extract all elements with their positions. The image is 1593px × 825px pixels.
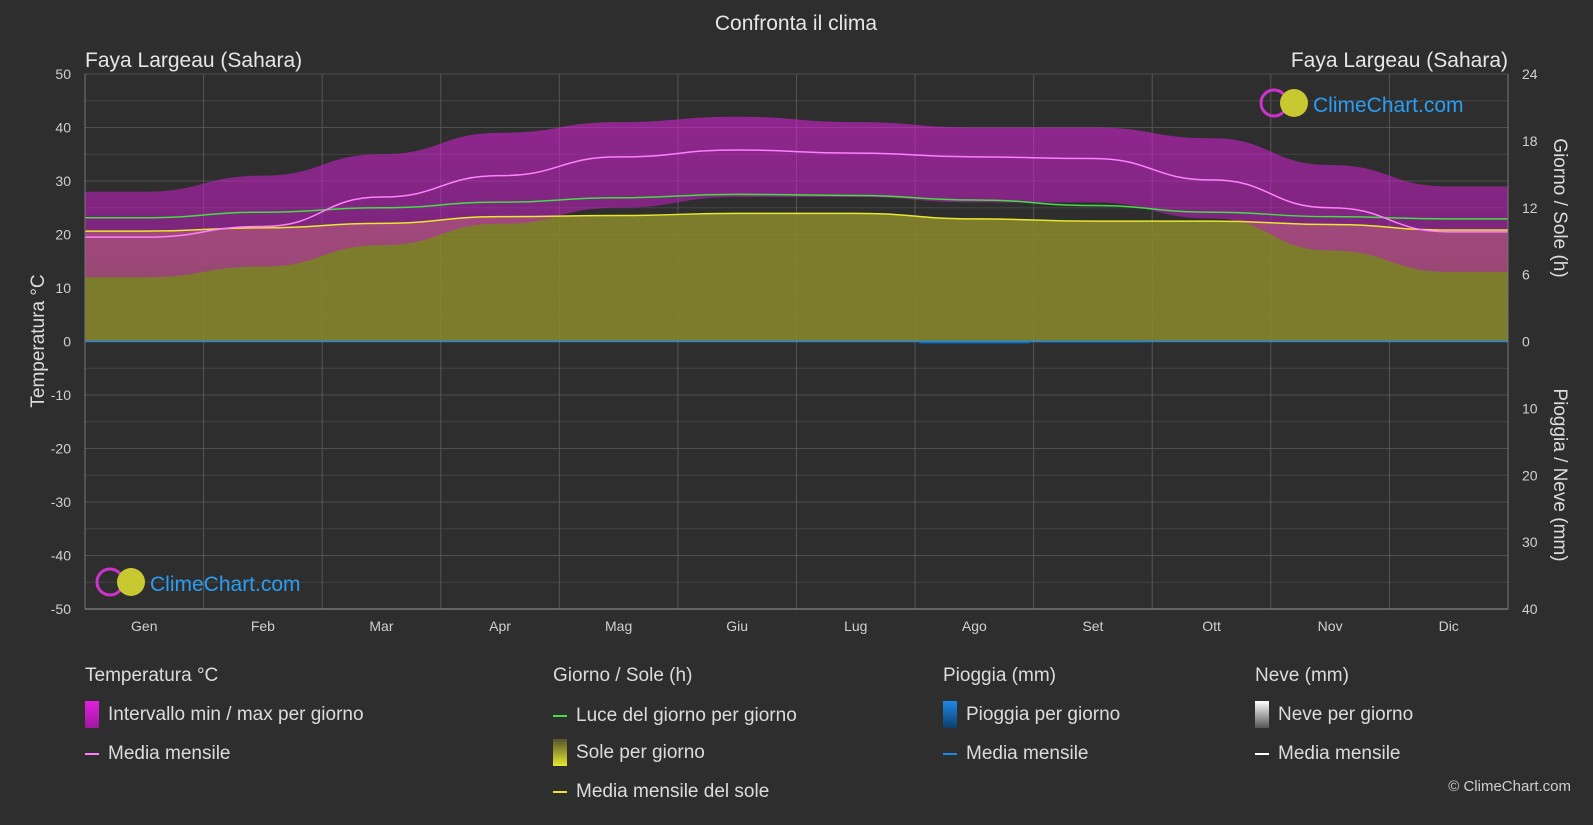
x-tick-month: Feb — [251, 618, 275, 634]
y-tick-left: 10 — [55, 280, 71, 296]
y-tick-right-mm: 40 — [1522, 601, 1538, 617]
y-tick-left: -50 — [51, 601, 71, 617]
brand-logo-bottom[interactable]: ClimeChart.com — [95, 567, 301, 597]
y-tick-right-hours: 24 — [1522, 66, 1538, 82]
sunshine-swatch-icon — [553, 739, 567, 766]
x-tick-month: Mar — [369, 618, 393, 634]
data-series — [85, 116, 1508, 345]
y-tick-right-hours: 0 — [1522, 334, 1530, 350]
y-axis-right-top-label: Giorno / Sole (h) — [1549, 138, 1570, 277]
legend-sunshine-mean: Media mensile del sole — [553, 781, 769, 803]
chart-title: Confronta il clima — [715, 12, 878, 35]
temp-mean-line — [85, 149, 1508, 238]
legend-snow-header: Neve (mm) — [1255, 665, 1349, 686]
rain-swatch-icon — [943, 701, 957, 728]
logo-sun-icon — [117, 568, 145, 596]
y-axis-left-label: Temperatura °C — [28, 274, 49, 407]
snow-swatch-icon — [1255, 701, 1269, 728]
sunshine-mean-swatch-icon — [553, 791, 567, 793]
y-axis-right-bottom-label: Pioggia / Neve (mm) — [1549, 388, 1570, 561]
legend-rain-mean-label: Media mensile — [966, 743, 1089, 764]
legend-rain-header: Pioggia (mm) — [943, 665, 1056, 686]
x-tick-month: Mag — [605, 618, 632, 634]
snow-mean-swatch-icon — [1255, 753, 1269, 755]
y-tick-right-hours: 18 — [1522, 133, 1538, 149]
daylight-swatch-icon — [553, 715, 567, 717]
y-tick-left: 20 — [55, 227, 71, 243]
legend-sunshine-mean-label: Media mensile del sole — [576, 781, 770, 802]
y-tick-left: 0 — [63, 334, 71, 350]
y-tick-right-mm: 10 — [1522, 400, 1538, 416]
y-tick-right-hours: 12 — [1522, 200, 1538, 216]
legend-sun-header: Giorno / Sole (h) — [553, 665, 693, 686]
brand-logo-top[interactable]: ClimeChart.com — [1259, 88, 1464, 118]
x-tick-month: Apr — [489, 618, 511, 634]
rain-mean-swatch-icon — [943, 753, 957, 755]
x-tick-month: Giu — [726, 618, 748, 634]
legend-rain-mean: Media mensile — [943, 743, 1089, 765]
brand-text-top: ClimeChart.com — [1313, 94, 1464, 117]
y-tick-left: -20 — [51, 441, 71, 457]
x-tick-month: Gen — [131, 618, 157, 634]
x-tick-month: Ago — [962, 618, 987, 634]
y-tick-left: -40 — [51, 548, 71, 564]
x-tick-month: Nov — [1318, 618, 1343, 634]
daylight-line — [85, 193, 1508, 220]
temp-range-band — [85, 116, 1508, 278]
copyright-text[interactable]: © ClimeChart.com — [1448, 778, 1571, 795]
legend-rain-daily: Pioggia per giorno — [943, 701, 1120, 728]
y-tick-left: 30 — [55, 173, 71, 189]
legend-rain-daily-label: Pioggia per giorno — [966, 703, 1121, 725]
sunshine-area — [85, 213, 1508, 342]
brand-text-bottom: ClimeChart.com — [150, 573, 301, 596]
legend-temp-mean: Media mensile — [85, 743, 231, 765]
legend-temp-header: Temperatura °C — [85, 665, 219, 686]
temp-mean-swatch-icon — [85, 753, 99, 755]
y-tick-right-mm: 20 — [1522, 467, 1538, 483]
axes: 50 40 30 20 10 0 -10 -20 -30 -40 -50 24 18 12 6 0 10 20 30… — [51, 66, 1538, 634]
y-tick-left: -30 — [51, 494, 71, 510]
legend-daylight: Luce del giorno per giorno — [553, 705, 797, 727]
x-tick-month: Ott — [1202, 618, 1221, 634]
rain-bar — [919, 341, 1030, 345]
y-tick-right-mm: 30 — [1522, 534, 1538, 550]
legend-temp-range: Intervallo min / max per giorno — [85, 701, 364, 728]
y-tick-right-hours: 6 — [1522, 267, 1530, 283]
legend-snow-mean-label: Media mensile — [1278, 743, 1401, 764]
x-tick-month: Lug — [844, 618, 867, 634]
legend-temp-mean-label: Media mensile — [108, 743, 231, 764]
sunshine-mean-line — [85, 212, 1508, 232]
location-right: Faya Largeau (Sahara) — [1291, 49, 1508, 72]
legend-daylight-label: Luce del giorno per giorno — [576, 705, 797, 726]
temp-range-swatch-icon — [85, 701, 99, 728]
legend-sunshine-label: Sole per giorno — [576, 741, 705, 763]
y-tick-left: 50 — [55, 66, 71, 82]
legend-snow-daily-label: Neve per giorno — [1278, 703, 1414, 725]
y-tick-left: 40 — [55, 120, 71, 136]
x-tick-month: Set — [1082, 618, 1103, 634]
legend-sunshine: Sole per giorno — [553, 739, 705, 766]
y-tick-left: -10 — [51, 387, 71, 403]
logo-sun-icon — [1280, 89, 1308, 117]
legend-snow-mean: Media mensile — [1255, 743, 1401, 765]
x-tick-month: Dic — [1439, 618, 1459, 634]
location-left: Faya Largeau (Sahara) — [85, 49, 302, 72]
legend-snow-daily: Neve per giorno — [1255, 701, 1413, 728]
legend-temp-range-label: Intervallo min / max per giorno — [108, 703, 364, 725]
